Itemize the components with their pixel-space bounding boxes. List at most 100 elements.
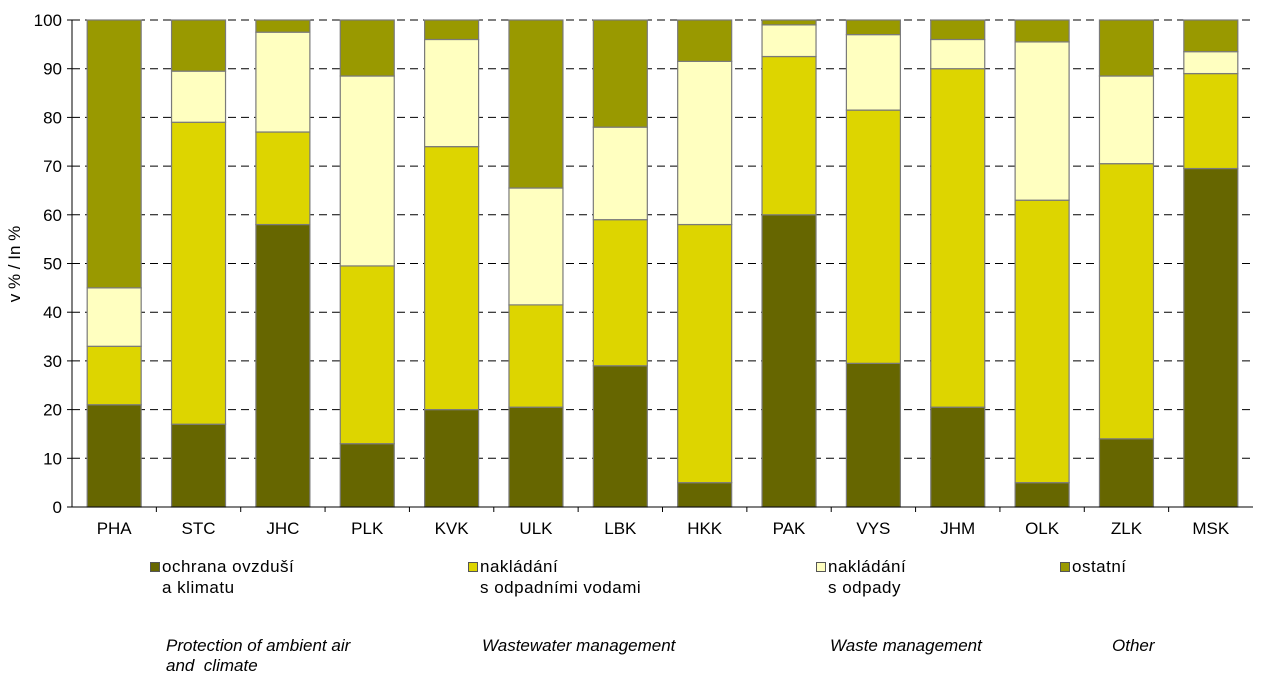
- bar-segment-jhm-s4: [930, 19, 986, 41]
- bar-segment-jhc-s3: [255, 31, 311, 133]
- bar-segment-hkk-s4: [677, 19, 733, 62]
- legend-label-cz-line: s odpadními vodami: [480, 578, 642, 597]
- bar-segment-vys-s3: [845, 34, 901, 111]
- legend-label-cz-line: a klimatu: [162, 578, 235, 597]
- bar-segment-hkk-s2: [677, 223, 733, 484]
- bar-segment-pha-s4: [86, 19, 142, 289]
- x-tick-label: ULK: [519, 519, 553, 538]
- bar-segment-plk-s4: [339, 19, 395, 77]
- bar-segment-kvk-s1: [424, 409, 480, 508]
- bar-segment-jhm-s1: [930, 406, 986, 508]
- x-tick-label: KVK: [435, 519, 470, 538]
- legend-label-cz: nakládání s odpadními vodami: [480, 556, 641, 598]
- x-tick-label: PLK: [351, 519, 384, 538]
- legend: ochrana ovzduší a klimatu Protection of am…: [0, 556, 1270, 675]
- bar-segment-plk-s2: [339, 265, 395, 445]
- bar-segment-pak-s3: [761, 24, 817, 58]
- legend-label-en: Waste management: [830, 636, 982, 656]
- bar-segment-ulk-s2: [508, 304, 564, 408]
- bar-segment-ulk-s1: [508, 406, 564, 508]
- bar-segment-zlk-s2: [1098, 163, 1155, 440]
- bar-segment-ulk-s4: [508, 19, 564, 189]
- legend-label-en-line: Protection of ambient air: [166, 636, 351, 655]
- legend-label-en-line: Other: [1112, 636, 1155, 655]
- legend-swatch: [150, 562, 160, 572]
- y-tick-label: 20: [43, 401, 62, 420]
- y-tick-label: 50: [43, 255, 62, 274]
- bar-segment-msk-s1: [1183, 167, 1239, 508]
- legend-swatch: [468, 562, 478, 572]
- x-tick-label: HKK: [687, 519, 723, 538]
- legend-label-cz-line: ochrana ovzduší: [162, 557, 295, 576]
- y-tick-label: 90: [43, 60, 62, 79]
- bar-segment-jhc-s4: [255, 19, 311, 33]
- legend-label-cz: ostatní: [1072, 556, 1127, 577]
- y-tick-label: 80: [43, 108, 62, 127]
- bar-segment-jhc-s1: [255, 223, 311, 508]
- bar-segment-olk-s1: [1014, 482, 1070, 508]
- y-tick-label: 10: [43, 449, 62, 468]
- bar-segment-kvk-s3: [424, 38, 480, 148]
- bar-segment-jhm-s3: [930, 38, 986, 70]
- bar-segment-zlk-s1: [1098, 438, 1155, 508]
- y-tick-label: 70: [43, 157, 62, 176]
- gridlines: [72, 19, 1253, 459]
- bar-segment-kvk-s4: [424, 19, 480, 41]
- x-tick-label: OLK: [1025, 519, 1060, 538]
- legend-label-en-line: Wastewater management: [482, 636, 676, 655]
- y-ticks: 0 10 20 30 40 50 60 70 80 90 100: [34, 11, 72, 517]
- bar-segment-plk-s1: [339, 443, 395, 508]
- y-tick-label: 100: [34, 11, 62, 30]
- bar-segment-kvk-s2: [424, 146, 480, 411]
- y-tick-label: 40: [43, 303, 62, 322]
- x-ticks: PHA STC JHC PLK KVK ULK LBK HKK PAK VYS JHM OLK ZLK M…: [97, 507, 1230, 538]
- y-tick-label: 0: [53, 498, 62, 517]
- bar-segment-zlk-s3: [1098, 75, 1155, 165]
- bar-segment-msk-s3: [1183, 51, 1239, 75]
- bars: [86, 19, 1239, 508]
- legend-label-cz: nakládání s odpady: [828, 556, 906, 598]
- bar-segment-pha-s2: [86, 345, 142, 406]
- bar-segment-lbk-s4: [592, 19, 648, 128]
- legend-label-en-line: and climate: [166, 656, 258, 675]
- legend-label-en: Protection of ambient air and climate: [166, 636, 350, 676]
- legend-label-en-line: Waste management: [830, 636, 982, 655]
- y-tick-label: 30: [43, 352, 62, 371]
- legend-label-cz: ochrana ovzduší a klimatu: [162, 556, 294, 598]
- legend-label-cz-line: nakládání: [828, 557, 907, 576]
- bar-segment-msk-s2: [1183, 72, 1239, 170]
- x-tick-label: STC: [182, 519, 216, 538]
- bar-segment-msk-s4: [1183, 19, 1239, 53]
- x-tick-label: JHM: [940, 519, 975, 538]
- bar-segment-pha-s1: [86, 404, 142, 508]
- bar-segment-jhc-s2: [255, 131, 311, 226]
- y-tick-label: 60: [43, 206, 62, 225]
- x-tick-label: ZLK: [1111, 519, 1143, 538]
- bar-segment-vys-s4: [845, 19, 901, 36]
- bar-segment-olk-s3: [1014, 41, 1070, 201]
- bar-segment-stc-s1: [170, 423, 227, 508]
- x-tick-label: LBK: [604, 519, 637, 538]
- x-tick-label: PHA: [97, 519, 133, 538]
- bar-segment-hkk-s3: [677, 60, 733, 226]
- legend-label-cz-line: ostatní: [1072, 557, 1127, 576]
- legend-label-cz-line: nakládání: [480, 557, 559, 576]
- bar-segment-pak-s1: [761, 214, 817, 508]
- legend-label-en: Other: [1112, 636, 1155, 656]
- bar-segment-stc-s3: [170, 70, 227, 123]
- x-tick-label: PAK: [773, 519, 806, 538]
- bar-segment-olk-s4: [1014, 19, 1070, 43]
- legend-swatch: [816, 562, 826, 572]
- bar-segment-jhm-s2: [930, 68, 986, 408]
- bar-segment-pak-s2: [761, 55, 817, 216]
- x-tick-label: VYS: [856, 519, 890, 538]
- bar-segment-ulk-s3: [508, 187, 564, 306]
- bar-segment-lbk-s2: [592, 219, 648, 367]
- bar-segment-vys-s1: [845, 362, 901, 508]
- bar-segment-stc-s4: [170, 19, 227, 72]
- x-tick-label: JHC: [266, 519, 299, 538]
- bar-segment-pak-s4: [761, 19, 817, 26]
- bar-segment-olk-s2: [1014, 199, 1070, 484]
- bar-segment-pha-s3: [86, 287, 142, 347]
- x-tick-label: MSK: [1192, 519, 1230, 538]
